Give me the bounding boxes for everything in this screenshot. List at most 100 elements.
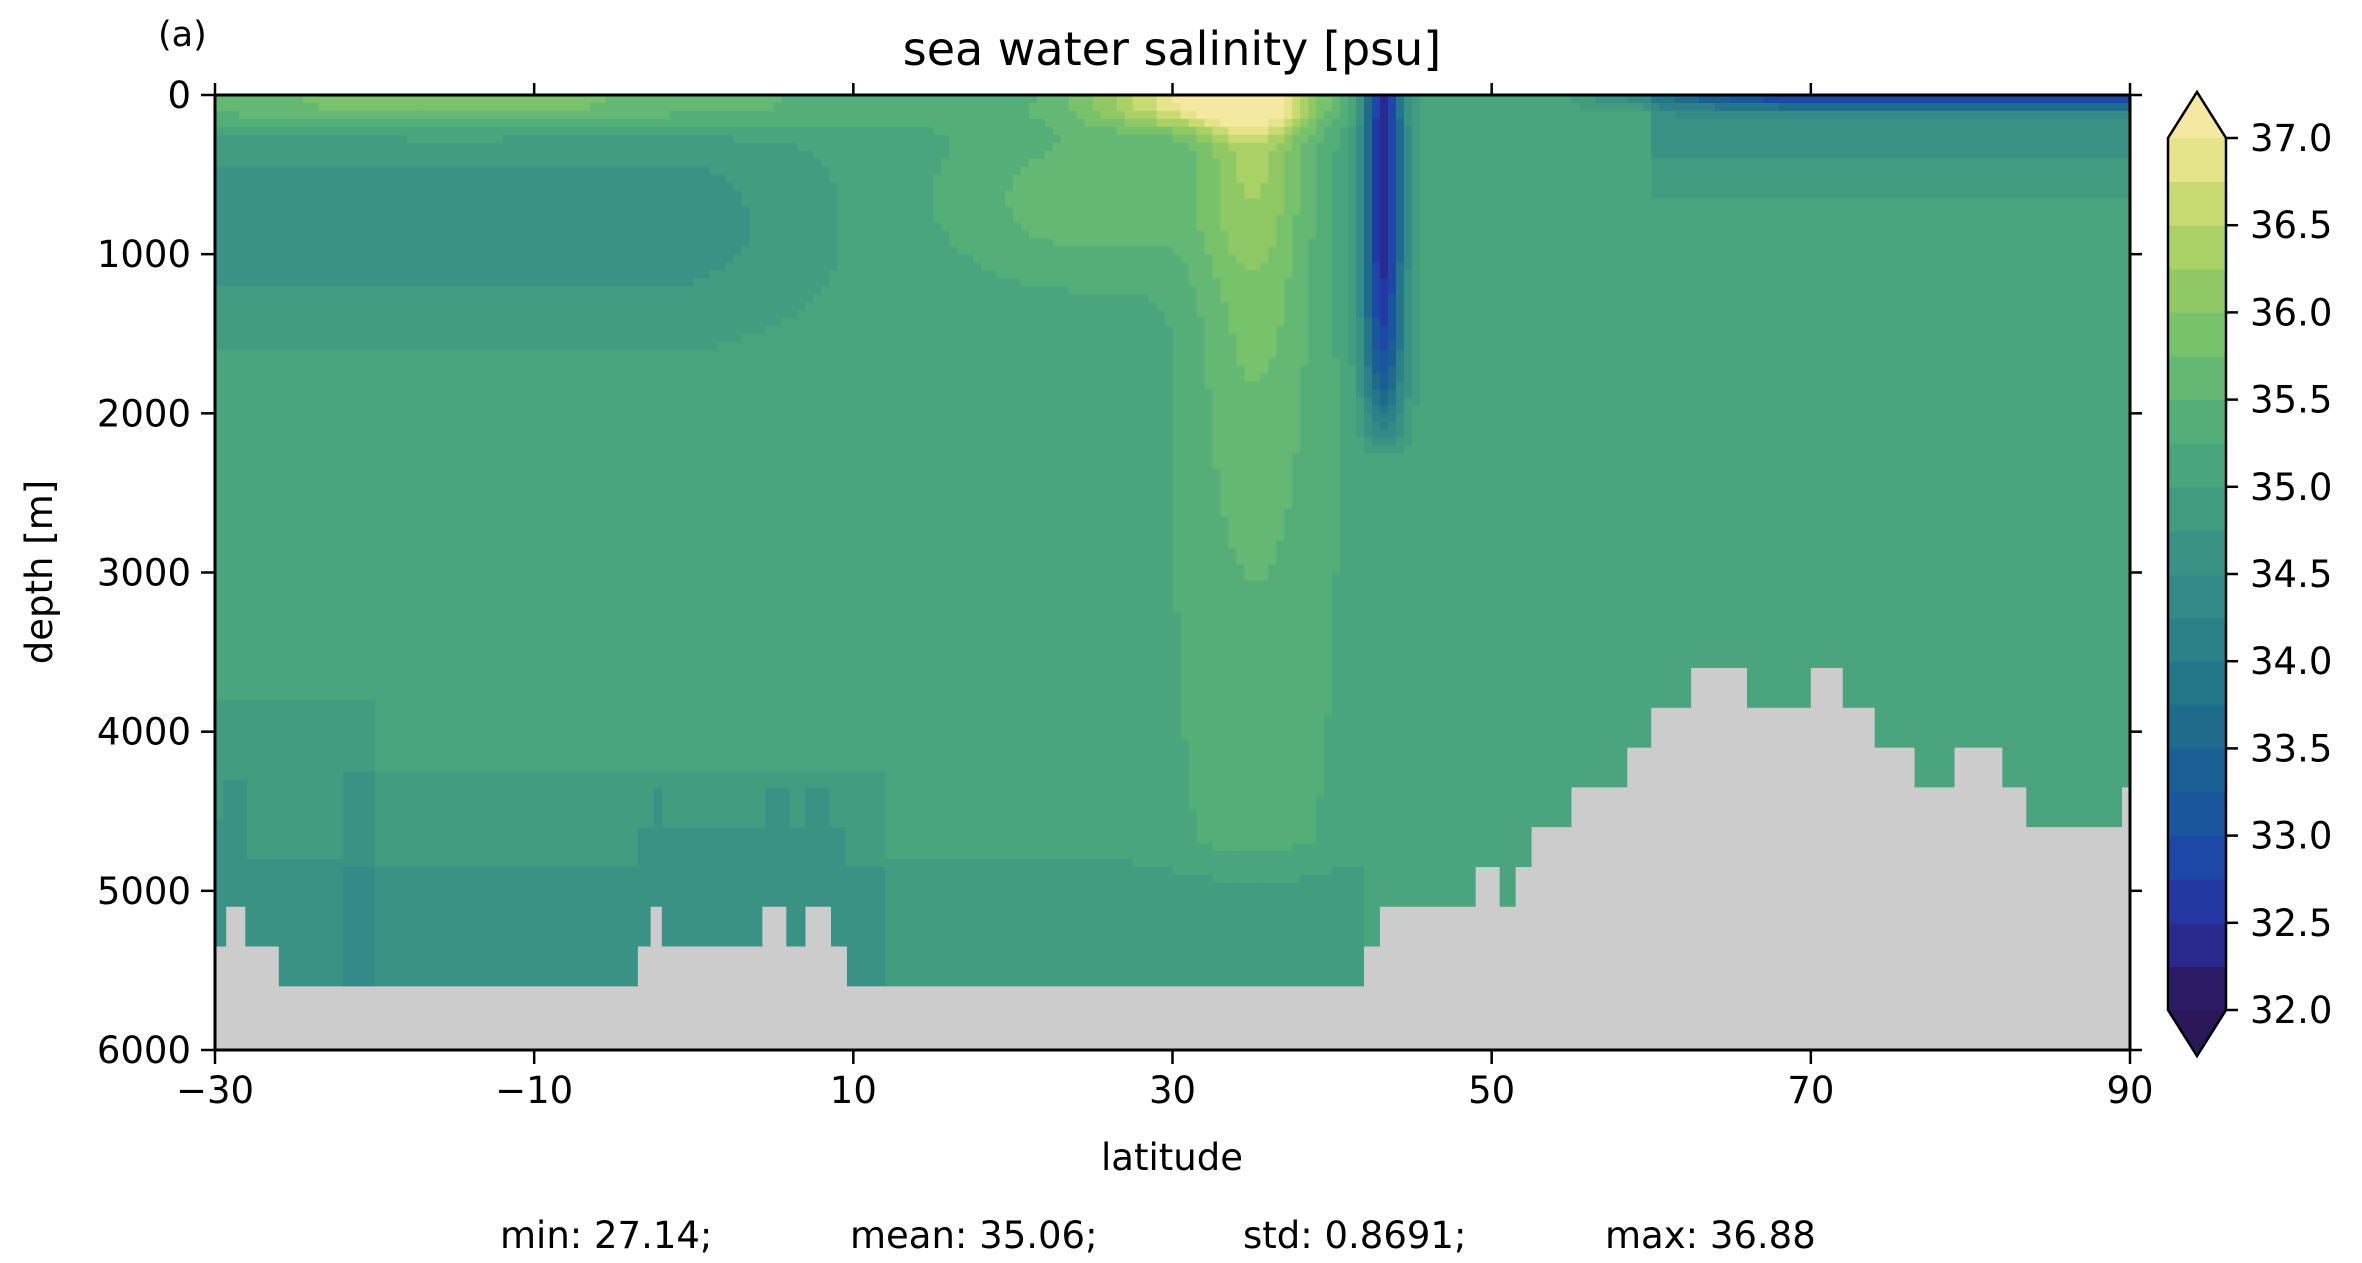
salinity-cell: [334, 118, 344, 128]
salinity-cell: [837, 126, 846, 773]
salinity-cell: [1084, 246, 1094, 295]
salinity-cell: [725, 134, 735, 184]
salinity-cell: [629, 166, 639, 287]
salinity-cell: [1244, 270, 1253, 383]
salinity-cell: [621, 349, 631, 773]
salinity-cell: [1379, 453, 1389, 1050]
salinity-cell: [1890, 158, 1900, 200]
salinity-cell: [1906, 158, 1916, 200]
salinity-cell: [1132, 126, 1142, 136]
colorbar-swatch: [2168, 748, 2226, 793]
salinity-cell: [1068, 246, 1078, 295]
salinity-cell: [1044, 238, 1054, 287]
salinity-cell: [677, 95, 687, 112]
salinity-cell: [302, 166, 312, 287]
salinity-cell: [1898, 118, 1908, 160]
salinity-cell: [558, 126, 567, 136]
salinity-cell: [574, 771, 583, 868]
salinity-cell: [422, 349, 432, 773]
salinity-cell: [789, 142, 799, 319]
salinity-cell: [1874, 95, 1884, 104]
salinity-cell: [438, 142, 447, 168]
y-axis-label: depth [m]: [18, 480, 61, 664]
salinity-cell: [1044, 95, 1054, 128]
salinity-cell: [542, 286, 551, 351]
x-axis-label: latitude: [1101, 1136, 1243, 1179]
salinity-cell: [262, 349, 272, 701]
salinity-cell: [1810, 198, 1820, 1050]
salinity-cell: [350, 866, 360, 1050]
salinity-cell: [422, 118, 432, 128]
salinity-cell: [342, 699, 352, 773]
salinity-cell: [1028, 286, 1038, 860]
salinity-cell: [1260, 262, 1269, 375]
salinity-cell: [1028, 102, 1038, 120]
salinity-cell: [390, 126, 400, 136]
salinity-cell: [1028, 238, 1038, 287]
salinity-cell: [1539, 95, 1549, 1050]
salinity-cell: [1164, 325, 1174, 868]
salinity-cell: [957, 95, 966, 255]
salinity-cell: [534, 110, 543, 120]
salinity-cell: [1084, 95, 1094, 128]
salinity-cell: [1762, 95, 1772, 104]
salinity-cell: [1132, 95, 1142, 112]
salinity-cell: [661, 771, 671, 828]
colorbar-tick-label: 36.5: [2250, 204, 2332, 247]
salinity-cell: [1507, 95, 1517, 1050]
salinity-cell: [1954, 110, 1964, 120]
salinity-cell: [1786, 198, 1796, 1050]
salinity-cell: [534, 286, 543, 351]
salinity-cell: [1036, 118, 1046, 160]
salinity-cell: [773, 102, 783, 128]
salinity-cell: [1044, 126, 1054, 152]
salinity-cell: [342, 134, 352, 168]
salinity-cell: [390, 134, 400, 168]
salinity-cell: [246, 126, 256, 136]
salinity-cell: [1387, 445, 1397, 454]
salinity-cell: [534, 349, 543, 773]
salinity-cell: [270, 134, 280, 168]
colorbar-swatch: [2168, 835, 2226, 880]
salinity-cell: [478, 95, 487, 112]
salinity-cell: [1603, 102, 1612, 112]
salinity-cell: [2114, 95, 2123, 104]
salinity-cell: [613, 771, 623, 868]
salinity-cell: [310, 859, 320, 1050]
colorbar-swatch: [2168, 181, 2226, 226]
salinity-cell: [302, 118, 312, 128]
salinity-cell: [414, 118, 424, 128]
salinity-cell: [1148, 118, 1158, 128]
salinity-cell: [2114, 102, 2123, 112]
salinity-cell: [542, 166, 551, 287]
salinity-cell: [422, 771, 432, 868]
salinity-cell: [2090, 198, 2099, 1050]
salinity-cell: [454, 866, 463, 1050]
salinity-cell: [526, 349, 535, 773]
salinity-cell: [701, 134, 711, 168]
salinity-cell: [1579, 110, 1589, 1050]
salinity-cell: [1499, 95, 1509, 1050]
salinity-cell: [645, 166, 655, 287]
salinity-cell: [981, 859, 990, 1050]
salinity-cell: [1739, 110, 1748, 120]
salinity-cell: [1236, 134, 1245, 144]
colorbar-tick-label: 32.5: [2250, 902, 2332, 945]
salinity-cell: [422, 126, 432, 144]
salinity-cell: [382, 134, 392, 168]
salinity-cell: [1587, 95, 1596, 112]
salinity-cell: [462, 866, 471, 1050]
salinity-cell: [2026, 102, 2035, 112]
salinity-cell: [693, 166, 703, 279]
salinity-cell: [486, 286, 495, 351]
colorbar-swatch: [2168, 312, 2226, 357]
salinity-cell: [2090, 110, 2099, 120]
salinity-cell: [326, 859, 336, 1050]
salinity-cell: [1228, 882, 1237, 1050]
salinity-cell: [1188, 150, 1198, 287]
salinity-cell: [1012, 278, 1022, 860]
salinity-cell: [1148, 110, 1158, 120]
salinity-cell: [1794, 198, 1804, 1050]
salinity-cell: [653, 134, 663, 168]
salinity-cell: [1364, 365, 1373, 399]
